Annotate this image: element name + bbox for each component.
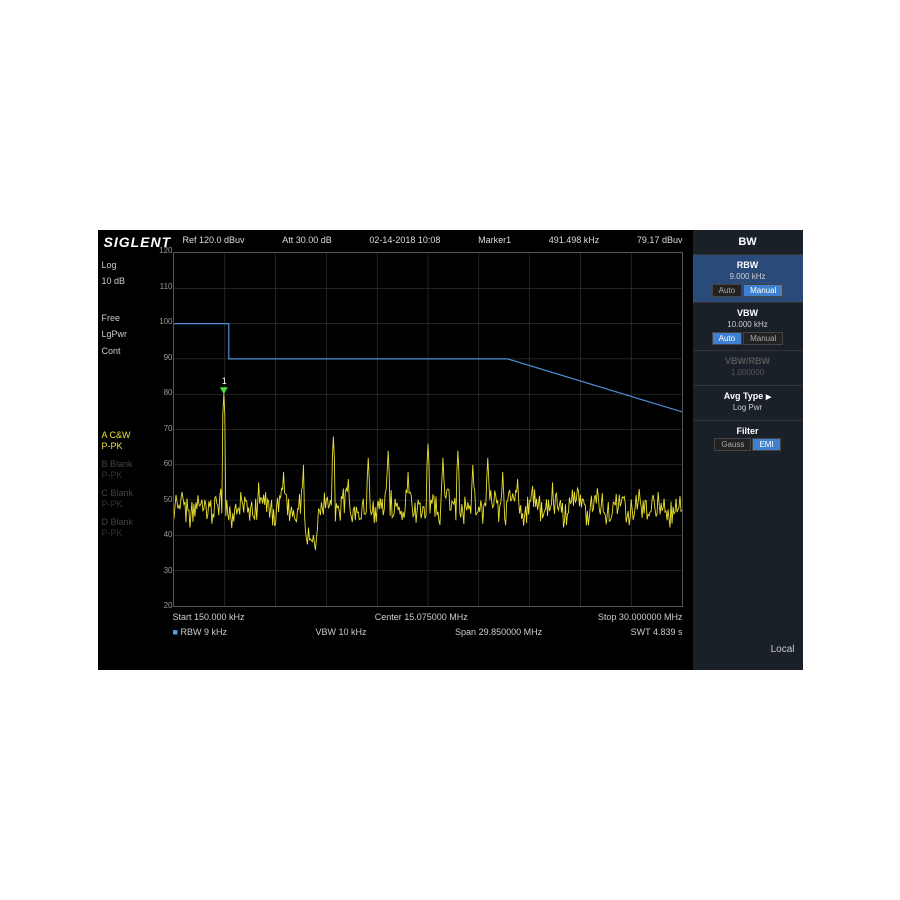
start-freq: Start 150.000 kHz	[173, 612, 245, 622]
panel-title: BW	[693, 230, 803, 254]
marker-label: Marker1	[478, 235, 511, 245]
local-indicator: Local	[771, 644, 795, 655]
trace-d-label: D Blank	[102, 517, 157, 527]
rbw-manual-button[interactable]: Manual	[743, 284, 783, 297]
log-mode: Log	[102, 258, 157, 272]
vbw-value-display: 10.000 kHz	[697, 320, 799, 329]
svg-text:1: 1	[221, 376, 226, 386]
vbw-auto-button[interactable]: Auto	[712, 332, 742, 345]
filter-menu-item[interactable]: Filter Gauss EMI	[693, 420, 803, 456]
bw-menu-panel: BW RBW 9.000 kHz Auto Manual VBW 10.000 …	[693, 230, 803, 670]
spectrum-analyzer-screen: SIGLENT Ref 120.0 dBuv Att 30.00 dB 02-1…	[98, 230, 803, 670]
vbw-value: VBW 10 kHz	[316, 627, 367, 637]
ratio-menu-item: VBW/RBW 1.000000	[693, 350, 803, 385]
avg-type-menu-item[interactable]: Avg Type ▶ Log Pwr	[693, 385, 803, 420]
top-info-bar: Ref 120.0 dBuv Att 30.00 dB 02-14-2018 1…	[183, 232, 683, 248]
trace-c-mode: P-PK	[102, 499, 157, 509]
bottom-info-row1: Start 150.000 kHz Center 15.075000 MHz S…	[173, 612, 683, 622]
datetime: 02-14-2018 10:08	[369, 235, 440, 245]
ref-level: Ref 120.0 dBuv	[183, 235, 245, 245]
y-axis: 1201101009080706050403020	[158, 250, 173, 610]
trace-b-label: B Blank	[102, 459, 157, 469]
trace-c-label: C Blank	[102, 488, 157, 498]
filter-emi-button[interactable]: EMI	[752, 438, 780, 451]
marker-value: 79.17 dBuv	[637, 235, 683, 245]
vbw-menu-item[interactable]: VBW 10.000 kHz Auto Manual	[693, 302, 803, 350]
trigger-mode: Free	[102, 311, 157, 325]
stop-freq: Stop 30.000000 MHz	[598, 612, 683, 622]
attenuation: Att 30.00 dB	[282, 235, 332, 245]
bottom-info-row2: ■ RBW 9 kHz VBW 10 kHz Span 29.850000 MH…	[173, 627, 683, 637]
filter-gauss-button[interactable]: Gauss	[714, 438, 751, 451]
rbw-title: RBW	[697, 260, 799, 270]
rbw-value: RBW 9 kHz	[180, 627, 227, 637]
ratio-title: VBW/RBW	[697, 356, 799, 366]
vbw-title: VBW	[697, 308, 799, 318]
span-value: Span 29.850000 MHz	[455, 627, 542, 637]
ratio-value: 1.000000	[697, 368, 799, 377]
trace-a-label: A C&W	[102, 430, 157, 440]
avg-value: Log Pwr	[697, 403, 799, 412]
trace-b-mode: P-PK	[102, 470, 157, 480]
left-status-panel: Log 10 dB Free LgPwr Cont	[102, 258, 157, 360]
vbw-manual-button[interactable]: Manual	[743, 332, 783, 345]
avg-title: Avg Type ▶	[697, 391, 799, 401]
trace-a-mode: P-PK	[102, 441, 157, 451]
rbw-auto-button[interactable]: Auto	[712, 284, 742, 297]
trace-d-mode: P-PK	[102, 528, 157, 538]
trace-panel: A C&W P-PK B Blank P-PK C Blank P-PK D B…	[102, 430, 157, 546]
detector-mode: LgPwr	[102, 327, 157, 341]
scale-value: 10 dB	[102, 274, 157, 288]
rbw-menu-item[interactable]: RBW 9.000 kHz Auto Manual	[693, 254, 803, 302]
rbw-value-display: 9.000 kHz	[697, 272, 799, 281]
spectrum-plot[interactable]: 1	[173, 252, 683, 607]
center-freq: Center 15.075000 MHz	[375, 612, 468, 622]
sweep-mode: Cont	[102, 344, 157, 358]
sweep-time: SWT 4.839 s	[631, 627, 683, 637]
filter-title: Filter	[697, 426, 799, 436]
marker-freq: 491.498 kHz	[549, 235, 600, 245]
